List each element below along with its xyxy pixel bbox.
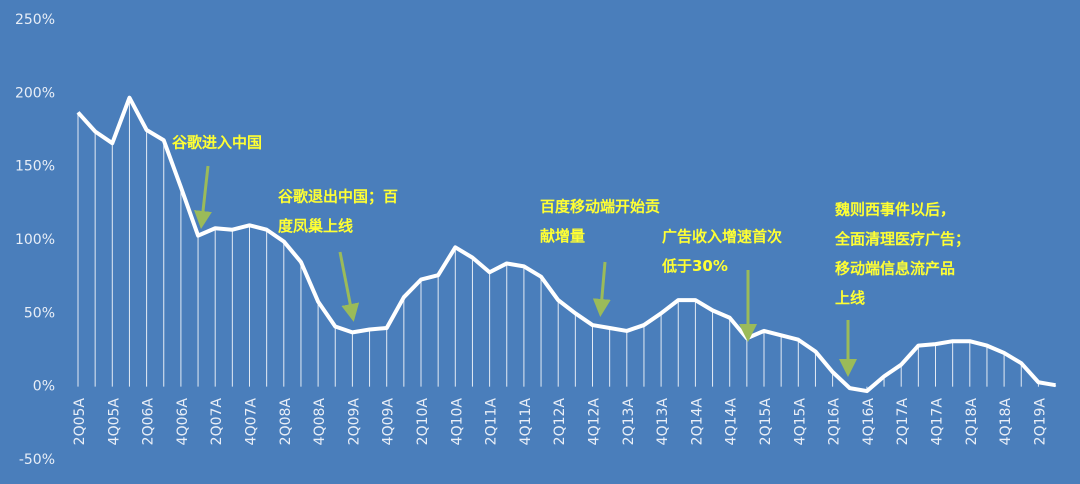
- x-tick-label: 4Q06A: [175, 398, 191, 446]
- y-tick-label: 50%: [24, 305, 55, 321]
- y-tick-label: 150%: [15, 159, 55, 175]
- x-tick-label: 2Q12A: [552, 398, 568, 446]
- x-tick-label: 4Q14A: [724, 398, 740, 446]
- data-line: [76, 95, 1056, 394]
- x-tick-label: 2Q18A: [964, 398, 980, 446]
- x-tick-label: 2Q08A: [278, 398, 294, 446]
- x-tick-label: 4Q09A: [381, 398, 397, 446]
- x-tick-label: 2Q13A: [621, 398, 637, 446]
- x-tick-label: 4Q17A: [930, 398, 946, 446]
- x-tick-label: 2Q14A: [689, 398, 705, 446]
- annotation-arrow: [194, 165, 212, 229]
- x-tick-label: 2Q06A: [141, 398, 157, 446]
- annotation: 上线: [835, 289, 865, 307]
- annotation: 移动端信息流产品: [835, 260, 955, 278]
- annotation: 低于30%: [661, 257, 728, 275]
- y-tick-label: 100%: [15, 232, 55, 248]
- annotation: 谷歌进入中国: [172, 134, 262, 152]
- x-tick-label: 2Q15A: [758, 398, 774, 446]
- x-tick-label: 2Q19A: [1032, 398, 1048, 446]
- x-tick-label: 4Q10A: [449, 398, 465, 446]
- x-tick-label: 4Q15A: [792, 398, 808, 446]
- x-tick-label: 4Q05A: [106, 398, 122, 446]
- x-tick-label: 2Q07A: [209, 398, 225, 446]
- annotation: 全面清理医疗广告；: [834, 230, 970, 248]
- x-tick-label: 4Q18A: [998, 398, 1014, 446]
- annotation: 百度移动端开始贡: [540, 198, 660, 216]
- x-tick-label: 2Q17A: [895, 398, 911, 446]
- y-tick-label: 200%: [15, 85, 55, 101]
- x-tick-label: 4Q16A: [861, 398, 877, 446]
- x-tick-label: 2Q16A: [827, 398, 843, 446]
- x-tick-label: 4Q13A: [655, 398, 671, 446]
- y-tick-label: -50%: [19, 452, 55, 468]
- annotation: 献增量: [540, 227, 585, 245]
- annotation: 谷歌退出中国；百: [278, 188, 398, 206]
- annotation: 度凤巢上线: [278, 217, 353, 235]
- x-tick-label: 2Q09A: [346, 398, 362, 446]
- x-tick-label: 2Q11A: [484, 398, 500, 446]
- x-tick-label: 2Q10A: [415, 398, 431, 446]
- annotation-arrow: [592, 261, 611, 317]
- x-tick-label: 4Q12A: [587, 398, 603, 446]
- y-tick-label: 250%: [15, 12, 55, 28]
- annotation: 魏则西事件以后，: [834, 201, 955, 219]
- y-tick-label: 0%: [33, 379, 55, 395]
- x-tick-label: 4Q11A: [518, 398, 534, 446]
- annotation-arrow: [338, 251, 360, 322]
- annotation: 广告收入增速首次: [662, 228, 782, 246]
- x-tick-label: 4Q08A: [312, 398, 328, 446]
- x-tick-label: 2Q05A: [72, 398, 88, 446]
- x-tick-label: 4Q07A: [244, 398, 260, 446]
